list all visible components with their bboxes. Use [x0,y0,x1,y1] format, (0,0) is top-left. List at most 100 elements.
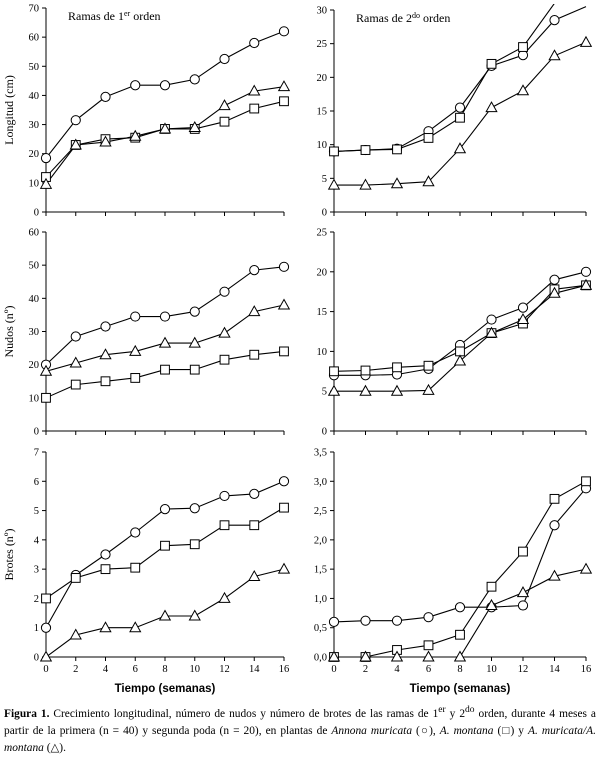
y-tick-label: 70 [29,4,40,15]
series-line-square [46,350,285,399]
triangle-marker [516,84,530,96]
circle-marker [549,15,560,26]
x-tick-label: 10 [486,664,497,675]
circle-marker [549,520,560,531]
y-tick-label: 0 [34,427,39,438]
x-tick-label: 16 [581,664,592,675]
y-tick-label: 0 [322,208,327,219]
triangle-marker [453,354,467,366]
triangle-marker [359,650,372,662]
square-marker [279,96,289,107]
square-marker [249,103,260,114]
triangle-marker [516,313,530,325]
circle-marker [189,74,200,85]
square-marker [581,476,591,487]
triangle-marker [327,178,341,190]
y-tick-label: 5 [34,506,39,517]
circle-marker [249,265,260,276]
circle-marker [391,615,403,626]
circle-marker [130,527,141,538]
x-tick-label: 8 [162,664,167,675]
y-tick-label: 0,5 [314,623,327,634]
square-marker [486,581,497,592]
y-tick-label: 4 [34,535,40,546]
square-marker [423,640,434,651]
caption-text-6: (△). [43,741,66,754]
circle-marker [360,615,371,626]
circle-marker [278,261,290,272]
y-axis-title: Brotes (nº) [2,528,16,580]
circle-marker [278,476,290,487]
square-marker [329,146,339,157]
triangle-marker [188,120,201,132]
triangle-marker [579,278,593,290]
circle-marker [219,490,230,502]
square-marker [249,349,260,360]
y-tick-label: 25 [317,228,328,239]
triangle-marker [158,336,172,348]
panel-4: 0 5 10 15 20 25 [317,228,593,438]
y-tick-label: 0 [34,653,39,664]
y-tick-label: 10 [29,178,40,189]
square-marker [100,376,111,387]
circle-marker [130,80,141,91]
square-marker [219,354,230,365]
y-tick-label: 5 [322,387,327,398]
triangle-marker [579,35,593,47]
y-tick-label: 2,0 [314,535,327,546]
triangle-marker [516,586,530,598]
y-tick-label: 0 [34,208,39,219]
series-line-circle [334,6,587,152]
circle-marker [40,622,52,633]
square-marker [518,546,528,557]
square-marker [360,365,371,376]
square-marker [160,540,170,551]
square-marker [518,42,528,52]
square-marker [329,366,339,377]
triangle-marker [277,80,291,92]
panel-1: 0 10 20 30 40 50 60 70 Ramas de 1er orden Longitu… [2,4,291,219]
circle-marker [249,488,260,499]
y-tick-label: 3,5 [314,448,327,459]
triangle-marker [485,326,498,338]
y-tick-label: 10 [317,140,328,151]
circle-marker [517,600,529,611]
triangle-marker [548,569,561,581]
triangle-marker [548,49,561,61]
square-marker [455,629,465,640]
y-tick-label: 1,0 [314,594,327,605]
square-marker [219,116,230,127]
caption-text-1: Crecimiento longitudinal, número de nudo… [49,707,439,720]
circle-marker [249,37,260,49]
square-marker [279,346,289,357]
circle-marker [328,616,340,627]
y-tick-label: 1 [34,623,39,634]
square-marker [486,58,497,69]
square-marker [219,520,230,531]
triangle-marker [248,84,261,96]
x-tick-label: 12 [518,664,529,675]
triangle-marker [218,99,231,111]
triangle-marker [248,569,261,581]
panel-3: 0 10 20 30 40 50 60 Nudos (nº) [2,228,291,438]
circle-marker [70,331,81,342]
circle-marker [100,549,111,560]
square-marker [549,493,560,504]
triangle-marker [453,650,467,662]
triangle-marker [579,562,593,574]
triangle-marker [158,609,172,621]
triangle-marker [39,364,53,376]
y-tick-label: 0 [322,427,327,438]
series-line-circle [46,480,285,628]
caption-species-3: A. muricata/A. montana [4,724,596,754]
x-tick-label: 6 [426,664,431,675]
y-tick-label: 60 [29,33,40,44]
triangle-marker [248,305,261,317]
triangle-marker [129,129,142,141]
x-axis-title: Tiempo (semanas) [410,683,511,695]
triangle-marker [99,621,112,633]
circle-marker [159,504,171,515]
triangle-marker [422,175,435,187]
panel-title: Ramas de 1er orden [68,9,161,23]
y-tick-label: 50 [29,261,40,272]
